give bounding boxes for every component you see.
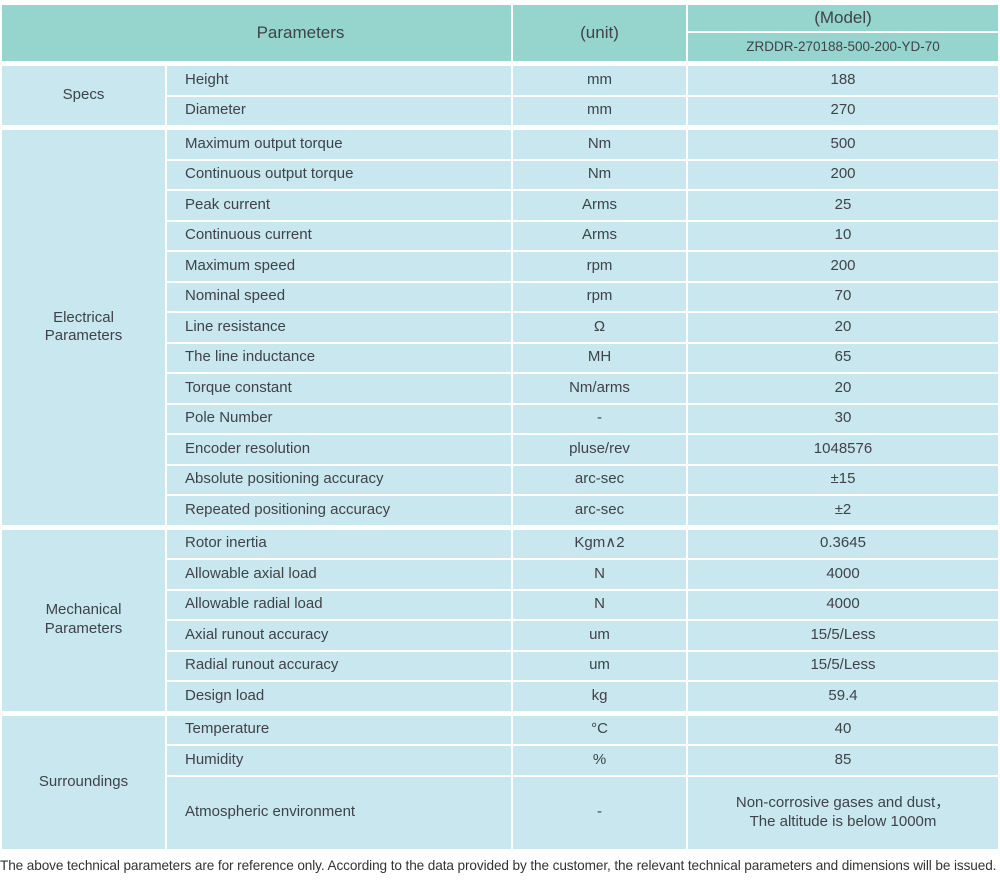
value-cell: 20 [688, 374, 998, 403]
value-cell: 200 [688, 252, 998, 281]
value-cell: ±2 [688, 496, 998, 525]
unit-cell: °C [513, 715, 686, 744]
unit-cell: N [513, 590, 686, 619]
unit-cell: Arms [513, 221, 686, 250]
unit-cell: % [513, 746, 686, 775]
value-cell: 25 [688, 191, 998, 220]
table-section: Surroundings Temperature °C 40 Humidity … [2, 715, 998, 849]
value-cell: 59.4 [688, 682, 998, 711]
unit-cell: um [513, 621, 686, 650]
parameter-name-cell: Torque constant [167, 374, 511, 403]
unit-cell: mm [513, 66, 686, 95]
unit-cell: pluse/rev [513, 435, 686, 464]
parameter-name-cell: Atmospheric environment [167, 776, 511, 849]
parameters-table: Parameters (unit) (Model) ZRDDR-270188-5… [2, 5, 998, 849]
value-cell: 1048576 [688, 435, 998, 464]
unit-cell: rpm [513, 252, 686, 281]
table-body: Specs Height mm 188 Diameter mm 270 Elec… [2, 66, 998, 849]
parameter-name-cell: Maximum output torque [167, 130, 511, 159]
value-cell: 15/5/Less [688, 651, 998, 680]
parameter-name-cell: Encoder resolution [167, 435, 511, 464]
unit-cell: mm [513, 96, 686, 125]
parameter-name-cell: Diameter [167, 96, 511, 125]
parameter-name-cell: Continuous current [167, 221, 511, 250]
section-group-label: Surroundings [2, 715, 165, 849]
footer-note: The above technical parameters are for r… [0, 858, 997, 873]
value-cell: 15/5/Less [688, 621, 998, 650]
value-cell: ±15 [688, 465, 998, 494]
parameters-header-cell: Parameters [2, 5, 511, 61]
unit-cell: Nm [513, 130, 686, 159]
parameter-name-cell: Allowable axial load [167, 560, 511, 589]
value-cell: Non-corrosive gases and dust， The altitu… [688, 776, 998, 849]
value-cell: 4000 [688, 560, 998, 589]
unit-cell: Nm/arms [513, 374, 686, 403]
value-cell: 188 [688, 66, 998, 95]
value-cell: 200 [688, 160, 998, 189]
value-cell: 4000 [688, 590, 998, 619]
unit-cell: - [513, 776, 686, 849]
table-header: Parameters (unit) (Model) ZRDDR-270188-5… [2, 5, 998, 61]
unit-header-cell: (unit) [513, 5, 686, 61]
parameter-name-cell: Axial runout accuracy [167, 621, 511, 650]
value-cell: 70 [688, 282, 998, 311]
unit-cell: kg [513, 682, 686, 711]
unit-cell: Ω [513, 313, 686, 342]
parameter-name-cell: Nominal speed [167, 282, 511, 311]
value-cell: 65 [688, 343, 998, 372]
parameter-name-cell: Radial runout accuracy [167, 651, 511, 680]
unit-cell: N [513, 560, 686, 589]
unit-cell: Kgm∧2 [513, 529, 686, 558]
table-section: Specs Height mm 188 Diameter mm 270 [2, 66, 998, 125]
parameter-name-cell: Allowable radial load [167, 590, 511, 619]
unit-cell: MH [513, 343, 686, 372]
parameter-name-cell: Maximum speed [167, 252, 511, 281]
unit-cell: arc-sec [513, 465, 686, 494]
parameter-name-cell: Absolute positioning accuracy [167, 465, 511, 494]
section-group-label: Electrical Parameters [2, 130, 165, 525]
model-header-cell: (Model) [688, 5, 998, 31]
parameter-name-cell: Temperature [167, 715, 511, 744]
unit-cell: rpm [513, 282, 686, 311]
value-cell: 500 [688, 130, 998, 159]
parameter-name-cell: Peak current [167, 191, 511, 220]
unit-cell: Nm [513, 160, 686, 189]
parameter-name-cell: The line inductance [167, 343, 511, 372]
value-cell: 270 [688, 96, 998, 125]
value-cell: 20 [688, 313, 998, 342]
parameter-name-cell: Pole Number [167, 404, 511, 433]
parameter-name-cell: Rotor inertia [167, 529, 511, 558]
parameter-name-cell: Humidity [167, 746, 511, 775]
table-section: Mechanical Parameters Rotor inertia Kgm∧… [2, 529, 998, 711]
value-cell: 10 [688, 221, 998, 250]
value-cell: 85 [688, 746, 998, 775]
unit-cell: um [513, 651, 686, 680]
unit-cell: arc-sec [513, 496, 686, 525]
section-group-label: Mechanical Parameters [2, 529, 165, 711]
value-cell: 30 [688, 404, 998, 433]
parameter-name-cell: Height [167, 66, 511, 95]
value-cell: 40 [688, 715, 998, 744]
unit-cell: - [513, 404, 686, 433]
parameter-name-cell: Repeated positioning accuracy [167, 496, 511, 525]
parameter-name-cell: Design load [167, 682, 511, 711]
section-group-label: Specs [2, 66, 165, 125]
value-cell: 0.3645 [688, 529, 998, 558]
parameter-name-cell: Line resistance [167, 313, 511, 342]
model-number: ZRDDR-270188-500-200-YD-70 [688, 33, 998, 61]
unit-cell: Arms [513, 191, 686, 220]
table-section: Electrical Parameters Maximum output tor… [2, 130, 998, 525]
parameter-name-cell: Continuous output torque [167, 160, 511, 189]
